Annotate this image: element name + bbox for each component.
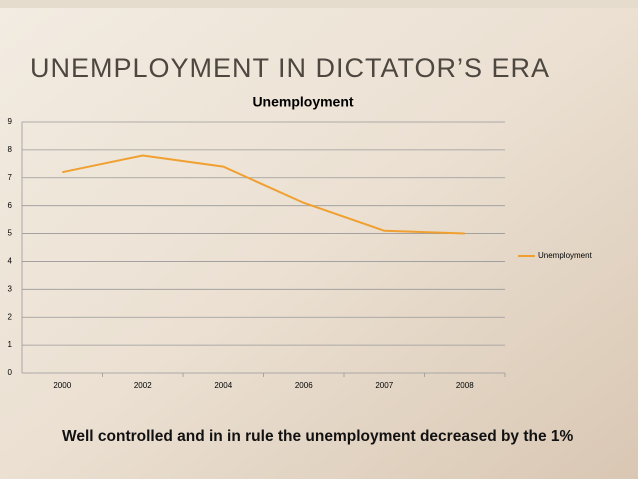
x-tick-label: 2002 [134,381,152,390]
top-band [0,0,638,8]
caption: Well controlled and in in rule the unemp… [62,428,574,445]
x-tick-label: 2004 [214,381,232,390]
x-tick-label: 2008 [456,381,474,390]
y-tick-label: 7 [8,173,13,182]
x-tick-label: 2007 [375,381,393,390]
y-tick-label: 4 [8,257,13,266]
y-tick-label: 5 [8,229,13,238]
x-tick-label: 2000 [53,381,71,390]
slide-title: UNEMPLOYMENT IN DICTATOR’S ERA [30,53,550,83]
y-tick-label: 6 [8,201,13,210]
legend-label: Unemployment [538,251,593,260]
y-tick-label: 9 [8,117,13,126]
y-tick-label: 3 [8,284,13,293]
chart-title: Unemployment [252,94,353,110]
series-line [62,154,465,235]
y-tick-label: 8 [8,145,13,154]
y-tick-label: 2 [8,312,13,321]
x-tick-label: 2006 [295,381,313,390]
y-tick-label: 0 [8,368,13,377]
y-tick-label: 1 [8,340,13,349]
